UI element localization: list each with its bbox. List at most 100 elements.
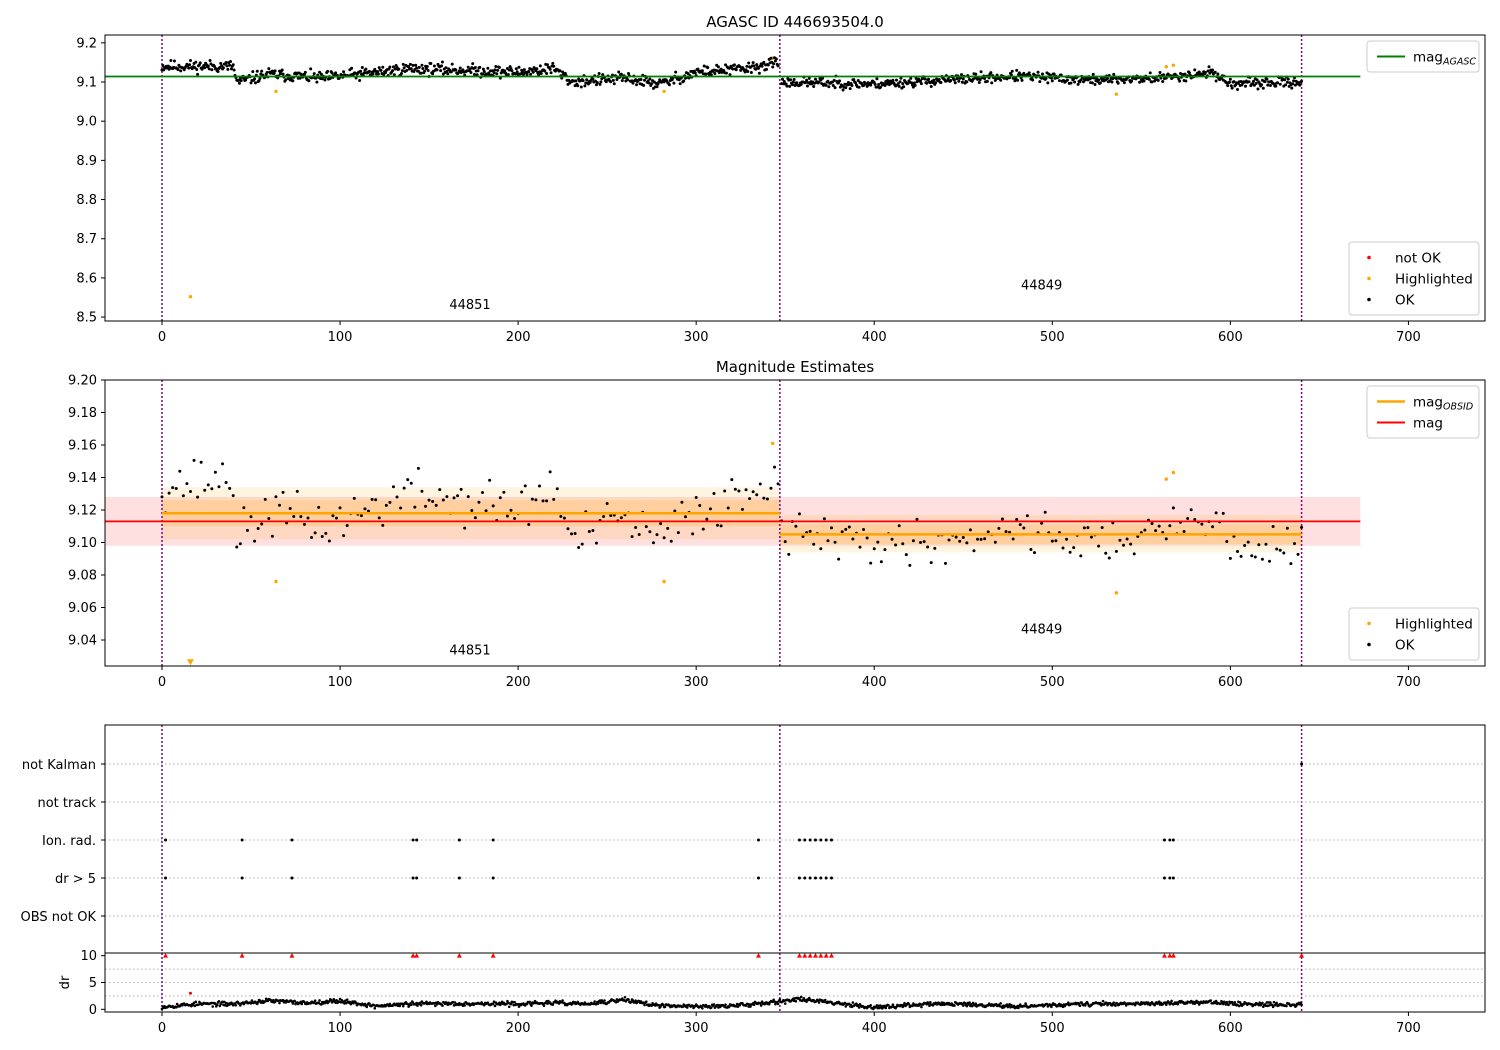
data-point xyxy=(315,80,319,84)
data-point xyxy=(427,498,431,502)
data-point xyxy=(1276,81,1280,85)
data-point xyxy=(1044,76,1048,80)
dr-point xyxy=(950,1002,953,1005)
data-point xyxy=(383,71,387,75)
data-point xyxy=(837,557,841,561)
legend-label: OK xyxy=(1395,293,1416,309)
data-point xyxy=(648,77,652,81)
data-point xyxy=(199,460,203,464)
data-point xyxy=(281,72,285,76)
data-point xyxy=(444,66,448,70)
data-point xyxy=(198,61,202,65)
data-point xyxy=(865,536,869,540)
data-point xyxy=(792,77,796,81)
dr-clipped-marker xyxy=(456,953,462,958)
data-point xyxy=(1050,539,1054,543)
data-point xyxy=(1114,92,1119,96)
data-point xyxy=(399,506,403,510)
legend: not OK Highlighted OK xyxy=(1348,241,1480,316)
data-point xyxy=(391,65,395,69)
data-point xyxy=(769,486,773,490)
data-point xyxy=(370,497,374,501)
data-point xyxy=(757,71,761,75)
data-point xyxy=(272,71,276,75)
data-point xyxy=(1213,70,1217,74)
dr-point xyxy=(1258,1001,1262,1004)
data-point xyxy=(957,79,961,83)
data-point xyxy=(527,70,531,74)
data-point xyxy=(705,517,709,521)
data-point xyxy=(270,534,274,538)
data-point xyxy=(683,515,687,519)
data-point xyxy=(192,458,196,462)
dr-point xyxy=(365,1005,369,1009)
data-point xyxy=(819,547,823,551)
data-point xyxy=(1225,539,1229,543)
data-point xyxy=(1038,80,1042,84)
data-point xyxy=(854,81,858,85)
data-point xyxy=(514,67,518,71)
data-point xyxy=(525,73,529,77)
data-point xyxy=(943,561,947,565)
data-point xyxy=(306,516,310,520)
x-tick-label: 300 xyxy=(684,675,709,690)
data-point xyxy=(844,86,848,90)
data-point xyxy=(1197,70,1201,74)
data-point xyxy=(1118,538,1122,542)
data-point xyxy=(704,72,708,76)
dr-point xyxy=(920,1005,923,1009)
data-point xyxy=(196,495,200,499)
dr-point xyxy=(563,1001,566,1005)
data-point xyxy=(717,71,721,75)
x-tick-label: 400 xyxy=(862,1021,887,1036)
data-point xyxy=(473,516,477,520)
data-point xyxy=(619,72,623,76)
legend-swatch-dot xyxy=(1367,297,1371,302)
dr-point xyxy=(805,1000,808,1003)
data-point xyxy=(1171,470,1176,475)
axes-frame xyxy=(104,34,1486,322)
data-point xyxy=(581,79,585,83)
dr-clipped-marker xyxy=(807,953,813,958)
dr-clipped-marker xyxy=(1167,953,1173,958)
legend-swatch-dot xyxy=(1367,255,1371,260)
dr-point xyxy=(749,1005,752,1008)
data-point xyxy=(377,66,381,70)
data-point xyxy=(746,69,750,73)
data-point xyxy=(401,62,405,66)
dr-point xyxy=(776,1002,780,1006)
data-point xyxy=(762,496,766,500)
data-point xyxy=(630,535,634,539)
data-point xyxy=(454,68,458,72)
data-point xyxy=(643,78,647,82)
data-point xyxy=(1040,521,1044,525)
data-point xyxy=(492,71,496,75)
data-point xyxy=(1184,79,1188,83)
data-point xyxy=(986,530,990,534)
dr-point xyxy=(903,1001,906,1005)
data-point xyxy=(937,78,941,82)
data-point xyxy=(216,69,220,73)
data-point xyxy=(953,81,957,85)
data-point xyxy=(1114,77,1118,81)
flag-point xyxy=(797,838,801,842)
data-point xyxy=(224,481,228,485)
data-point xyxy=(932,78,936,82)
data-point xyxy=(579,85,583,89)
dr-clipped-marker xyxy=(289,953,295,958)
x-tick-label: 0 xyxy=(158,675,166,690)
legend-frame xyxy=(1348,241,1480,316)
data-point xyxy=(805,78,809,82)
dr-clipped-marker xyxy=(1170,953,1176,958)
data-point xyxy=(1076,82,1080,86)
data-point xyxy=(1161,79,1165,83)
data-point xyxy=(342,534,346,538)
data-point xyxy=(445,69,449,73)
data-point xyxy=(974,72,978,76)
data-point xyxy=(1072,546,1076,550)
data-point xyxy=(480,491,484,495)
data-point xyxy=(1020,78,1024,82)
data-point xyxy=(911,539,915,543)
data-point xyxy=(1110,80,1114,84)
data-point xyxy=(263,497,267,501)
